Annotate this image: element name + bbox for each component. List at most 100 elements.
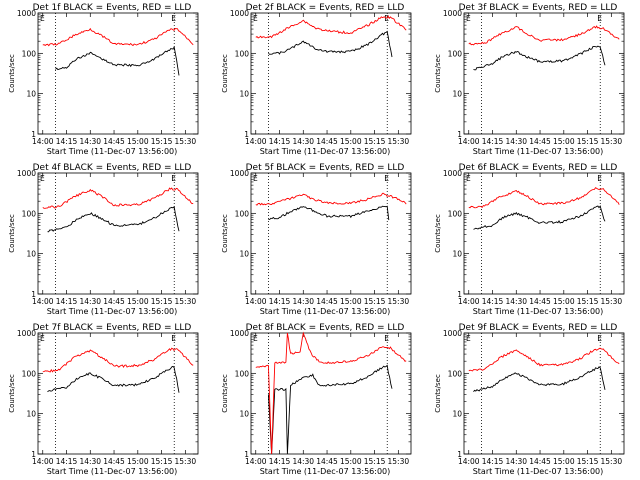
y-tick-label: 10 <box>452 410 462 419</box>
x-tick-label: 14:45 <box>103 137 125 146</box>
y-tick-label: 1 <box>244 290 249 299</box>
x-tick-label: 14:45 <box>529 297 551 306</box>
x-tick-label: 14:15 <box>269 137 291 146</box>
y-tick-label: 1000 <box>443 329 462 338</box>
top-annotation: E <box>466 14 471 23</box>
x-tick-label: 15:15 <box>577 457 599 466</box>
y-tick-label: 1000 <box>443 169 462 178</box>
top-annotation: E <box>253 14 258 23</box>
chart-title: Det 7f BLACK = Events, RED = LLD <box>33 323 192 333</box>
x-tick-label: 14:00 <box>32 457 54 466</box>
chart-title: Det 9f BLACK = Events, RED = LLD <box>459 323 618 333</box>
x-tick-label: 14:00 <box>245 137 267 146</box>
series-line-events <box>268 205 390 221</box>
y-axis-label: Counts/sec <box>8 214 16 253</box>
chart-title: Det 6f BLACK = Events, RED = LLD <box>459 163 618 173</box>
y-tick-label: 100 <box>448 369 463 378</box>
x-tick-label: 14:30 <box>505 457 527 466</box>
x-tick-label: 14:30 <box>79 457 101 466</box>
y-tick-label: 100 <box>448 209 463 218</box>
top-annotation: E <box>253 334 258 343</box>
x-tick-label: 14:45 <box>529 137 551 146</box>
y-tick-label: 1000 <box>17 169 36 178</box>
y-tick-label: 1000 <box>230 329 249 338</box>
x-tick-label: 15:00 <box>340 137 362 146</box>
x-tick-label: 14:15 <box>56 297 78 306</box>
series-line-lld <box>468 25 620 46</box>
x-tick-label: 15:30 <box>388 457 410 466</box>
series-line-lld <box>42 347 194 373</box>
plot-frame <box>250 12 412 135</box>
chart-title: Det 8f BLACK = Events, RED = LLD <box>246 323 405 333</box>
x-tick-label: 14:00 <box>245 457 267 466</box>
detector-panel-3: Det 3f BLACK = Events, RED = LLD E E 1 10 100… <box>426 0 639 160</box>
x-axis-label: Start Time (11-Dec-07 13:56:00) <box>47 307 178 316</box>
series-line-events <box>267 364 393 455</box>
x-tick-label: 15:15 <box>364 457 386 466</box>
top-annotation: E <box>466 174 471 183</box>
x-tick-label: 14:30 <box>79 137 101 146</box>
plot-frame <box>463 172 625 295</box>
x-tick-label: 15:30 <box>388 137 410 146</box>
detector-panel-2: Det 2f BLACK = Events, RED = LLD E E 1 10 100… <box>213 0 426 160</box>
series-line-lld <box>42 27 194 47</box>
y-axis-label: Counts/sec <box>8 374 16 413</box>
series-line-events <box>268 30 393 58</box>
chart-title: Det 4f BLACK = Events, RED = LLD <box>33 163 192 173</box>
x-tick-label: 14:15 <box>269 457 291 466</box>
y-tick-label: 100 <box>22 369 37 378</box>
x-tick-label: 14:00 <box>458 297 480 306</box>
detector-panel-6: Det 6f BLACK = Events, RED = LLD E E 1 10 100… <box>426 160 639 320</box>
y-tick-label: 10 <box>26 90 36 99</box>
x-tick-label: 15:00 <box>340 457 362 466</box>
plot-frame <box>250 332 412 455</box>
top-annotation: E <box>253 174 258 183</box>
y-tick-label: 1000 <box>17 9 36 18</box>
x-tick-label: 14:15 <box>482 297 504 306</box>
x-tick-label: 15:30 <box>175 137 197 146</box>
detector-panel-4: Det 4f BLACK = Events, RED = LLD E E 1 10 100… <box>0 160 213 320</box>
top-annotation: E <box>171 334 176 343</box>
y-tick-label: 1 <box>457 450 462 459</box>
detector-panel-5: Det 5f BLACK = Events, RED = LLD E E 1 10 100… <box>213 160 426 320</box>
y-tick-label: 1 <box>244 450 249 459</box>
x-tick-label: 14:45 <box>316 137 338 146</box>
y-tick-label: 1000 <box>443 9 462 18</box>
x-tick-label: 14:45 <box>316 457 338 466</box>
x-tick-label: 14:45 <box>529 457 551 466</box>
top-annotation: E <box>40 174 45 183</box>
x-tick-label: 14:00 <box>32 297 54 306</box>
top-annotation: E <box>171 174 176 183</box>
x-axis-label: Start Time (11-Dec-07 13:56:00) <box>47 147 178 156</box>
x-tick-label: 14:30 <box>79 297 101 306</box>
y-axis-label: Counts/sec <box>434 374 442 413</box>
x-tick-label: 15:00 <box>127 137 149 146</box>
x-tick-label: 15:00 <box>340 297 362 306</box>
x-tick-label: 14:15 <box>56 137 78 146</box>
series-line-lld <box>468 187 620 209</box>
y-tick-label: 10 <box>26 410 36 419</box>
x-tick-label: 15:15 <box>151 457 173 466</box>
x-tick-label: 15:15 <box>577 297 599 306</box>
x-tick-label: 14:45 <box>103 297 125 306</box>
y-tick-label: 1 <box>457 290 462 299</box>
y-axis-label: Counts/sec <box>221 54 229 93</box>
y-tick-label: 10 <box>239 90 249 99</box>
x-tick-label: 15:15 <box>151 297 173 306</box>
detector-panel-8: Det 8f BLACK = Events, RED = LLD E E 1 10 100… <box>213 320 426 480</box>
x-tick-label: 15:30 <box>601 457 623 466</box>
chart-title: Det 3f BLACK = Events, RED = LLD <box>459 3 618 13</box>
top-annotation: E <box>384 334 389 343</box>
x-tick-label: 15:15 <box>577 137 599 146</box>
x-tick-label: 14:15 <box>482 137 504 146</box>
